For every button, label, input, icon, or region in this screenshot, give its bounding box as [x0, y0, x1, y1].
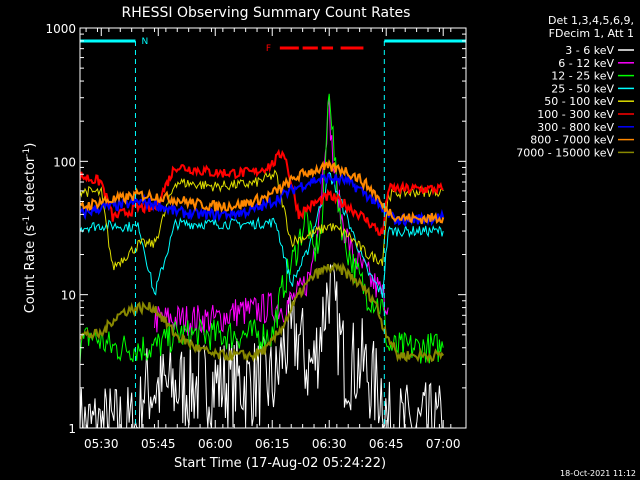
- y-axis-label-prefix: Count Rate (s: [23, 225, 38, 314]
- series-line-5: [80, 148, 444, 237]
- series-layer: [80, 93, 445, 428]
- y-tick-label-3: 1000: [45, 22, 76, 36]
- x-tick-label-5: 06:45: [369, 437, 404, 451]
- x-tick-label-6: 07:00: [426, 437, 461, 451]
- date-stamp: 18-Oct-2021 11:12: [560, 469, 636, 478]
- x-tick-label-3: 06:15: [255, 437, 290, 451]
- x-axis-label: Start Time (17-Aug-02 05:24:22): [174, 456, 386, 471]
- legend-label-5: 100 - 300 keV: [537, 108, 614, 121]
- y-axis-label-sup: -1: [22, 216, 32, 225]
- series-line-6: [80, 173, 445, 227]
- x-tick-label-1: 05:45: [141, 437, 176, 451]
- y-tick-label-1: 10: [61, 289, 76, 303]
- legend-label-6: 300 - 800 keV: [537, 121, 614, 134]
- series-line-4: [80, 169, 444, 271]
- tick-layer: 05:30 05:45 06:00 06:15 06:30 06:45 07:00 1 10 10…: [45, 22, 466, 451]
- legend-header-1: Det 1,3,4,5,6,9,: [548, 14, 634, 27]
- chart-title: RHESSI Observing Summary Count Rates: [122, 5, 411, 21]
- series-line-7: [80, 158, 445, 225]
- y-axis-label: Count Rate (s-1 detector-1): [22, 143, 38, 314]
- x-tick-label-2: 06:00: [198, 437, 233, 451]
- legend-label-8: 7000 - 15000 keV: [516, 146, 614, 159]
- legend-label-0: 3 - 6 keV: [565, 44, 614, 57]
- y-tick-label-2: 100: [53, 155, 76, 169]
- y-axis-label-mid: detector: [23, 156, 38, 216]
- plot-frame: [79, 27, 467, 429]
- annotation-layer: NF: [80, 37, 466, 428]
- night-label: N: [141, 37, 148, 47]
- y-tick-label-0: 1: [68, 422, 76, 436]
- x-tick-label-4: 06:30: [312, 437, 347, 451]
- y-axis-label-close: ): [23, 143, 38, 148]
- flare-label: F: [266, 44, 271, 54]
- legend-label-7: 800 - 7000 keV: [530, 134, 614, 147]
- legend-header-2: FDecim 1, Att 1: [549, 27, 634, 40]
- legend-label-3: 25 - 50 keV: [551, 82, 614, 95]
- series-line-2: [80, 93, 444, 364]
- legend-label-1: 6 - 12 keV: [558, 57, 614, 70]
- series-line-3: [80, 171, 444, 298]
- x-tick-label-0: 05:30: [84, 437, 119, 451]
- legend-label-2: 12 - 25 keV: [551, 70, 614, 83]
- legend-label-4: 50 - 100 keV: [544, 95, 614, 108]
- y-axis-label-sup2: -1: [22, 148, 32, 157]
- series-line-8: [80, 261, 445, 364]
